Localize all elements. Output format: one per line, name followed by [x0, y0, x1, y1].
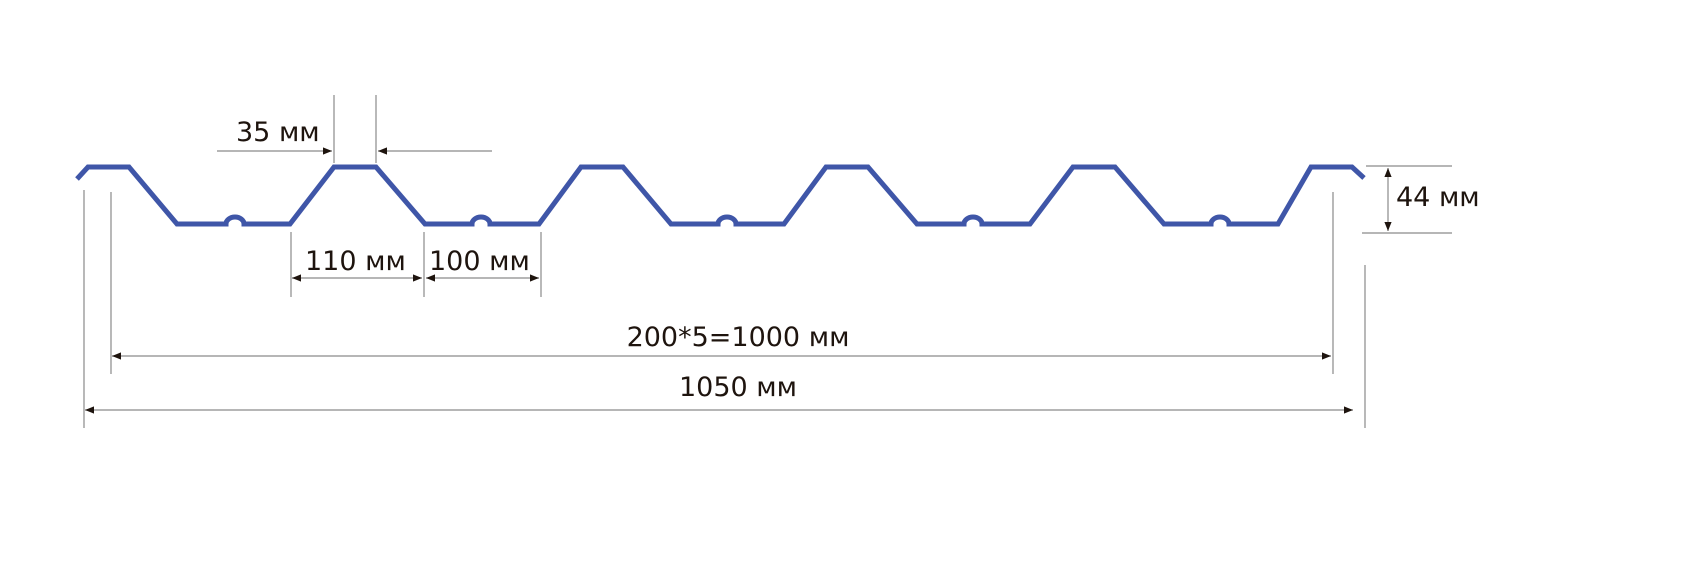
- label-total-width: 1050 мм: [679, 372, 797, 403]
- label-effective-width: 200*5=1000 мм: [627, 322, 850, 353]
- label-valley: 100 мм: [429, 246, 530, 277]
- label-top-flat: 35 мм: [236, 117, 320, 148]
- label-height: 44 мм: [1396, 182, 1480, 213]
- extension-lines: [83, 95, 1452, 428]
- label-rib-base: 110 мм: [305, 246, 406, 277]
- corrugated-profile-line: [75, 164, 1366, 227]
